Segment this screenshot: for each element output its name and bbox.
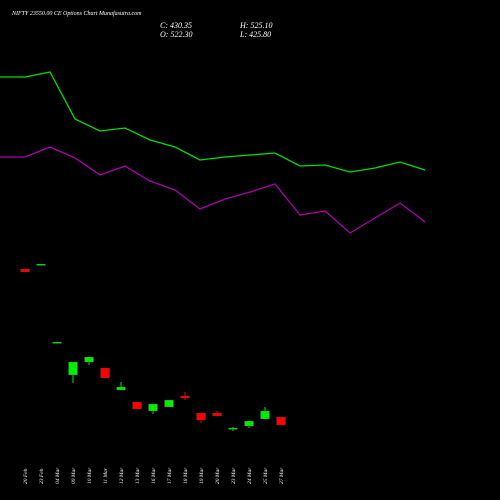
x-tick-label: 11 Mar bbox=[103, 467, 109, 484]
x-tick-label: 27 Mar bbox=[279, 467, 285, 484]
x-tick-label: 17 Mar bbox=[167, 467, 173, 484]
candle-body bbox=[148, 403, 158, 412]
x-tick-label: 18 Mar bbox=[183, 467, 189, 484]
candle-body bbox=[180, 395, 190, 399]
stat-open: O: 522.30 bbox=[160, 30, 192, 39]
candle-body bbox=[52, 341, 62, 344]
x-tick-label: 19 Mar bbox=[199, 467, 205, 484]
x-tick-label: 13 Mar bbox=[135, 467, 141, 484]
stat-low: L: 425.80 bbox=[239, 30, 271, 39]
candle-body bbox=[228, 427, 238, 430]
x-tick-label: 20 Mar bbox=[215, 467, 221, 484]
candle-body bbox=[20, 268, 30, 273]
candle-body bbox=[36, 263, 46, 266]
x-tick-label: 10 Mar bbox=[87, 467, 93, 484]
indicator-line bbox=[0, 146, 426, 234]
x-tick-label: 20 Feb bbox=[23, 468, 29, 484]
candle-body bbox=[260, 410, 270, 420]
candle-body bbox=[84, 356, 94, 363]
candle-body bbox=[244, 420, 254, 427]
candle-body bbox=[196, 412, 206, 421]
stat-high: H: 525.10 bbox=[239, 21, 272, 30]
candle-body bbox=[212, 412, 222, 417]
x-tick-label: 23 Feb bbox=[39, 468, 45, 484]
x-tick-label: 24 Mar bbox=[246, 467, 253, 484]
x-tick-label: 25 Mar bbox=[263, 467, 269, 484]
candle-body bbox=[132, 401, 142, 410]
x-tick-label: 09 Mar bbox=[71, 467, 77, 484]
candle-body bbox=[164, 399, 174, 408]
indicator-line bbox=[0, 71, 426, 173]
chart-title: NIFTY 23550.00 CE Options Chart Munafasu… bbox=[11, 10, 142, 17]
x-tick-label: 12 Mar bbox=[119, 467, 125, 484]
x-tick-label: 04 Mar bbox=[54, 467, 61, 484]
stat-close: C: 430.35 bbox=[160, 21, 192, 30]
candle-body bbox=[68, 361, 78, 376]
candle-body bbox=[100, 367, 110, 379]
candle-body bbox=[276, 416, 286, 426]
x-tick-label: 23 Mar bbox=[231, 467, 237, 484]
x-tick-label: 16 Mar bbox=[151, 467, 157, 484]
candle-body bbox=[116, 386, 126, 391]
